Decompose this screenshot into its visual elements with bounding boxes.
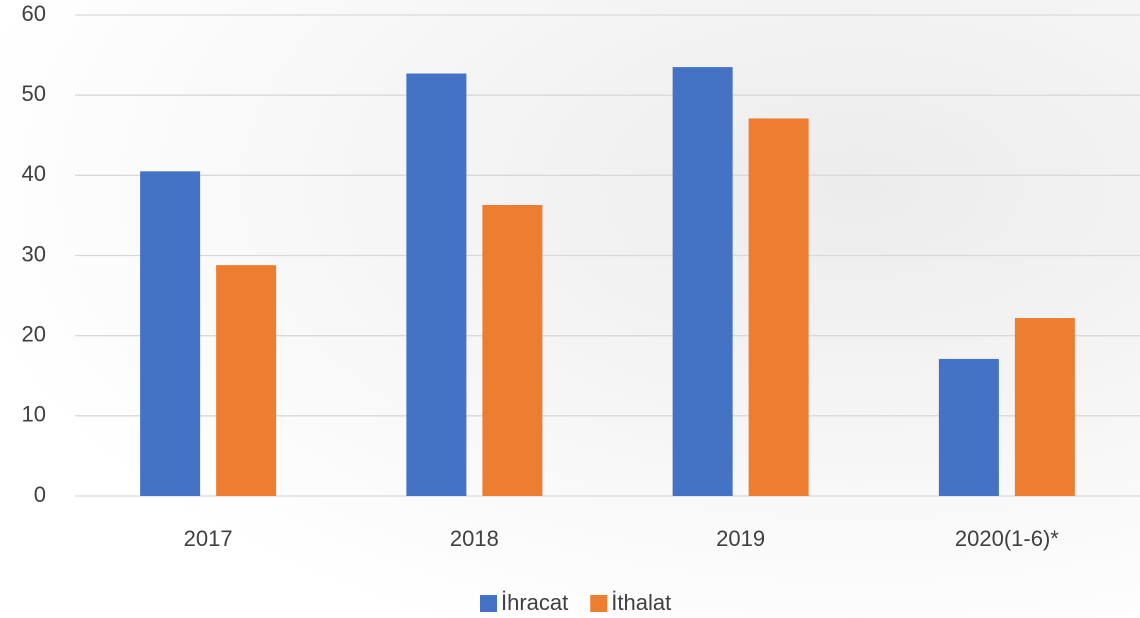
legend-swatch <box>590 595 608 612</box>
y-tick-label: 60 <box>22 1 46 26</box>
legend-swatch <box>480 595 497 612</box>
y-tick-label: 10 <box>22 402 46 427</box>
y-tick-label: 30 <box>22 241 46 266</box>
legend-label: İhracat <box>501 590 568 615</box>
bar <box>406 73 467 496</box>
x-tick-label: 2018 <box>450 526 499 551</box>
x-tick-label: 2020(1-6)* <box>955 526 1059 551</box>
bar <box>672 67 733 496</box>
bar <box>748 118 809 496</box>
y-tick-label: 20 <box>22 321 46 346</box>
bar <box>938 358 999 496</box>
bar <box>216 265 277 496</box>
x-tick-label: 2019 <box>716 526 765 551</box>
bar <box>482 204 543 496</box>
x-tick-label: 2017 <box>184 526 233 551</box>
y-tick-label: 0 <box>34 482 46 507</box>
y-tick-label: 50 <box>22 81 46 106</box>
y-tick-label: 40 <box>22 161 46 186</box>
legend-label: İthalat <box>611 590 671 615</box>
bar <box>1014 318 1075 496</box>
bar <box>140 171 201 496</box>
